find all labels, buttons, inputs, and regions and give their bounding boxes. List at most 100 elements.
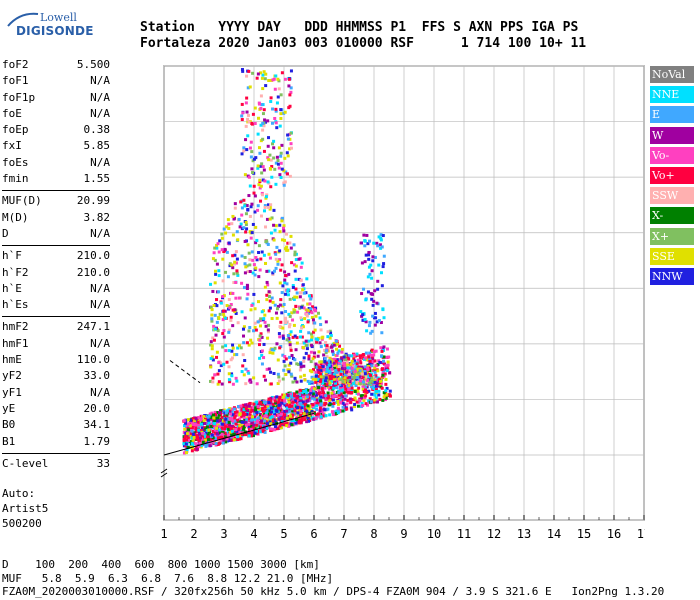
echo-point [261,128,265,132]
echo-point [373,323,377,327]
echo-point [220,426,224,430]
echo-point [253,427,257,431]
echo-point [379,379,383,383]
echo-point [358,371,362,375]
echo-point [306,416,310,420]
echo-point [279,93,283,97]
echo-point [288,341,292,345]
echo-point [234,376,238,380]
echo-point [325,383,329,387]
param-value: 210.0 [76,265,110,279]
echo-point [256,132,260,136]
echo-point [237,217,241,221]
x-tick-label: 13 [517,527,531,541]
echo-point [233,202,237,206]
echo-point [293,394,297,398]
echo-point [342,391,346,395]
echo-point [263,320,267,324]
echo-point [232,407,236,411]
echo-point [231,413,235,417]
echo-point [384,355,388,359]
echo-point [261,408,265,412]
echo-point [379,233,383,237]
echo-point [336,408,340,412]
echo-point [231,266,235,270]
echo-point [332,341,336,345]
echo-point [289,346,293,350]
echo-point [315,402,319,406]
echo-point [213,258,217,262]
echo-point [209,282,213,286]
echo-point [302,364,306,368]
echo-point [348,375,352,379]
echo-point [242,425,246,429]
echo-point [374,396,378,400]
echo-point [373,289,377,293]
echo-point [342,403,346,407]
echo-point [265,298,269,302]
echo-point [249,155,253,159]
param-name: foEp [2,123,29,137]
echo-point [256,116,260,120]
x-tick-label: 1 [160,527,167,541]
echo-point [315,404,319,408]
echo-point [346,379,350,383]
echo-point [203,422,207,426]
x-tick-label: 5 [280,527,287,541]
echo-point [191,438,195,442]
echo-point [267,410,271,414]
echo-point [247,120,251,124]
echo-point [295,336,299,340]
echo-point [281,226,285,230]
echo-point [373,255,377,259]
echo-point [209,442,213,446]
echo-point [309,297,313,301]
echo-point [288,314,292,318]
echo-point [332,343,336,347]
echo-point [195,445,199,449]
echo-point [262,70,266,74]
echo-point [237,427,241,431]
echo-point [284,316,288,320]
echo-point [267,158,271,162]
echo-point [293,269,297,273]
echo-point [293,409,297,413]
param-row: D N/A [2,227,110,243]
echo-point [388,389,392,393]
param-separator [2,316,110,318]
echo-point [291,284,295,288]
echo-point [349,391,353,395]
echo-point [225,437,229,441]
param-value: 34.1 [83,418,111,432]
echo-point [384,396,388,400]
echo-point [329,397,333,401]
legend-item: NNW [650,267,694,285]
echo-point [316,311,320,315]
echo-point [322,412,326,416]
echo-point [232,432,236,436]
echo-point [244,265,248,269]
echo-point [306,311,310,315]
echo-point [309,396,313,400]
echo-point [289,417,293,421]
echo-point [296,395,300,399]
echo-point [253,325,257,329]
x-tick-label: 10 [427,527,441,541]
echo-point [201,435,205,439]
echo-point [263,417,267,421]
echo-point [257,183,261,187]
param-row: yF1 N/A [2,386,110,402]
echo-point [296,406,300,410]
echo-point [212,251,216,255]
echo-point [297,257,301,261]
echo-point [221,441,225,445]
echo-point [285,402,289,406]
param-name: foE [2,106,22,120]
echo-point [293,253,297,257]
echo-point [230,356,234,360]
echo-point [315,398,319,402]
echo-point [349,370,353,374]
echo-point [248,413,252,417]
echo-point [253,194,257,198]
echo-point [259,257,263,261]
